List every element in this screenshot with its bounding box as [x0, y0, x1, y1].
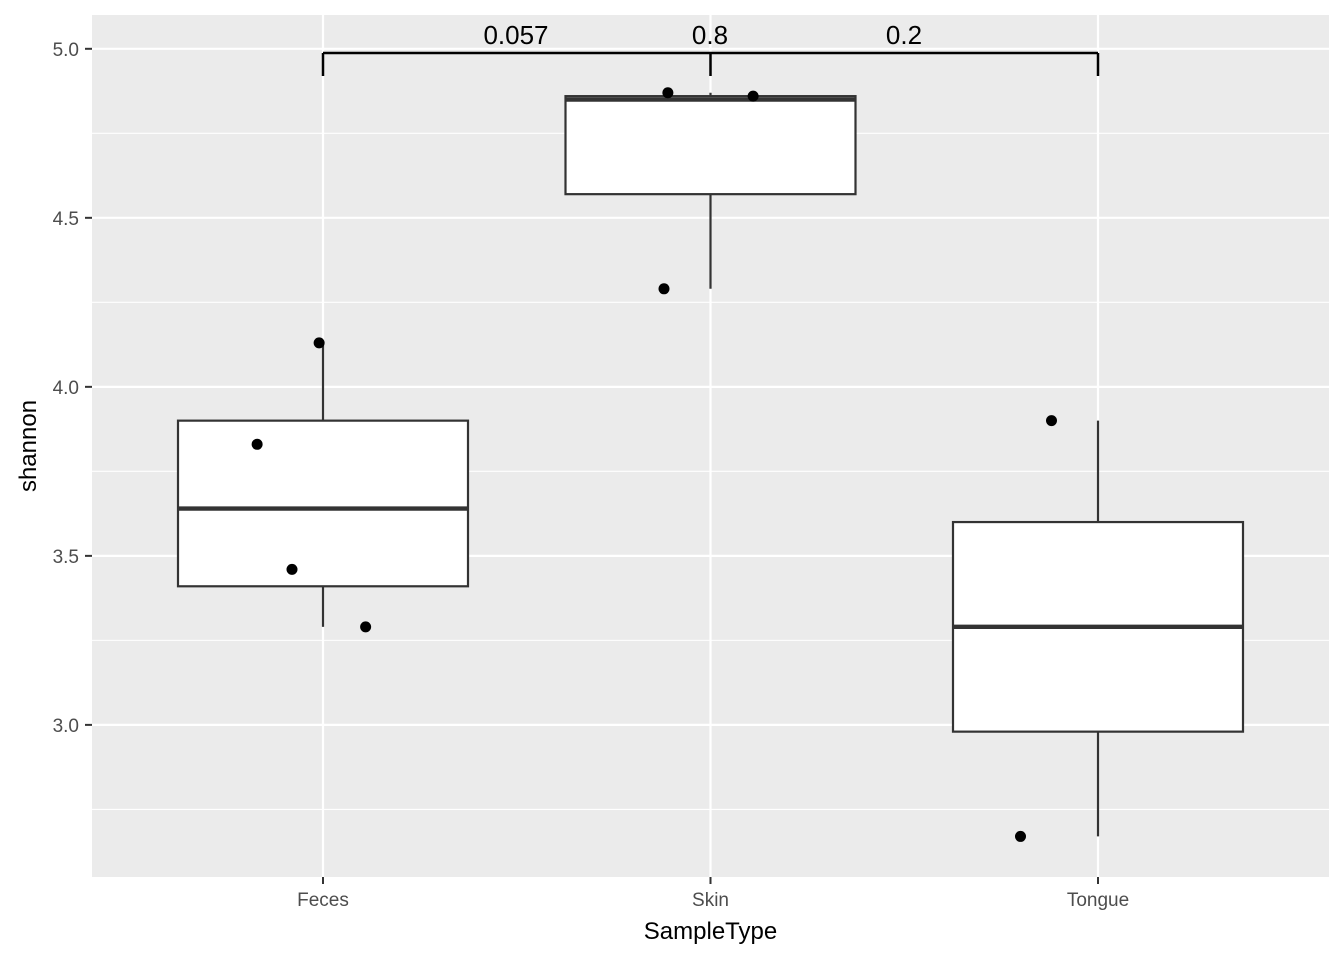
data-point [747, 90, 759, 102]
data-point [251, 438, 263, 450]
x-axis-title: SampleType [644, 918, 777, 945]
y-tick-label: 4.5 [53, 209, 79, 230]
box-iqr [564, 95, 857, 196]
data-points [251, 87, 1057, 842]
box-skin [564, 92, 857, 289]
x-tick-label: Tongue [1067, 890, 1129, 911]
x-tick-label: Feces [297, 890, 349, 911]
data-point [360, 621, 372, 633]
y-tick-label: 4.0 [53, 378, 79, 399]
data-point [313, 337, 325, 349]
x-axis: Feces Skin Tongue [297, 877, 1129, 911]
data-point [286, 563, 298, 575]
data-point [662, 87, 674, 99]
significance-brackets: 0.057 0.8 0.2 [321, 20, 1100, 76]
box-tongue [951, 420, 1245, 837]
p-value-label: 0.057 [483, 20, 548, 50]
data-point [658, 283, 670, 295]
y-axis-title: shannon [15, 400, 42, 492]
y-tick-label: 3.0 [53, 716, 79, 737]
box-feces [176, 342, 470, 627]
y-tick-label: 5.0 [53, 40, 79, 61]
p-value-label: 0.8 [692, 20, 728, 50]
data-point [1046, 415, 1057, 427]
data-point [1015, 830, 1026, 842]
y-tick-label: 3.5 [53, 547, 79, 568]
p-value-label: 0.2 [886, 20, 922, 50]
boxes [176, 92, 1245, 837]
x-tick-label: Skin [692, 890, 729, 911]
y-axis: 3.0 3.5 4.0 4.5 5.0 [53, 40, 92, 737]
box-iqr [176, 419, 470, 588]
